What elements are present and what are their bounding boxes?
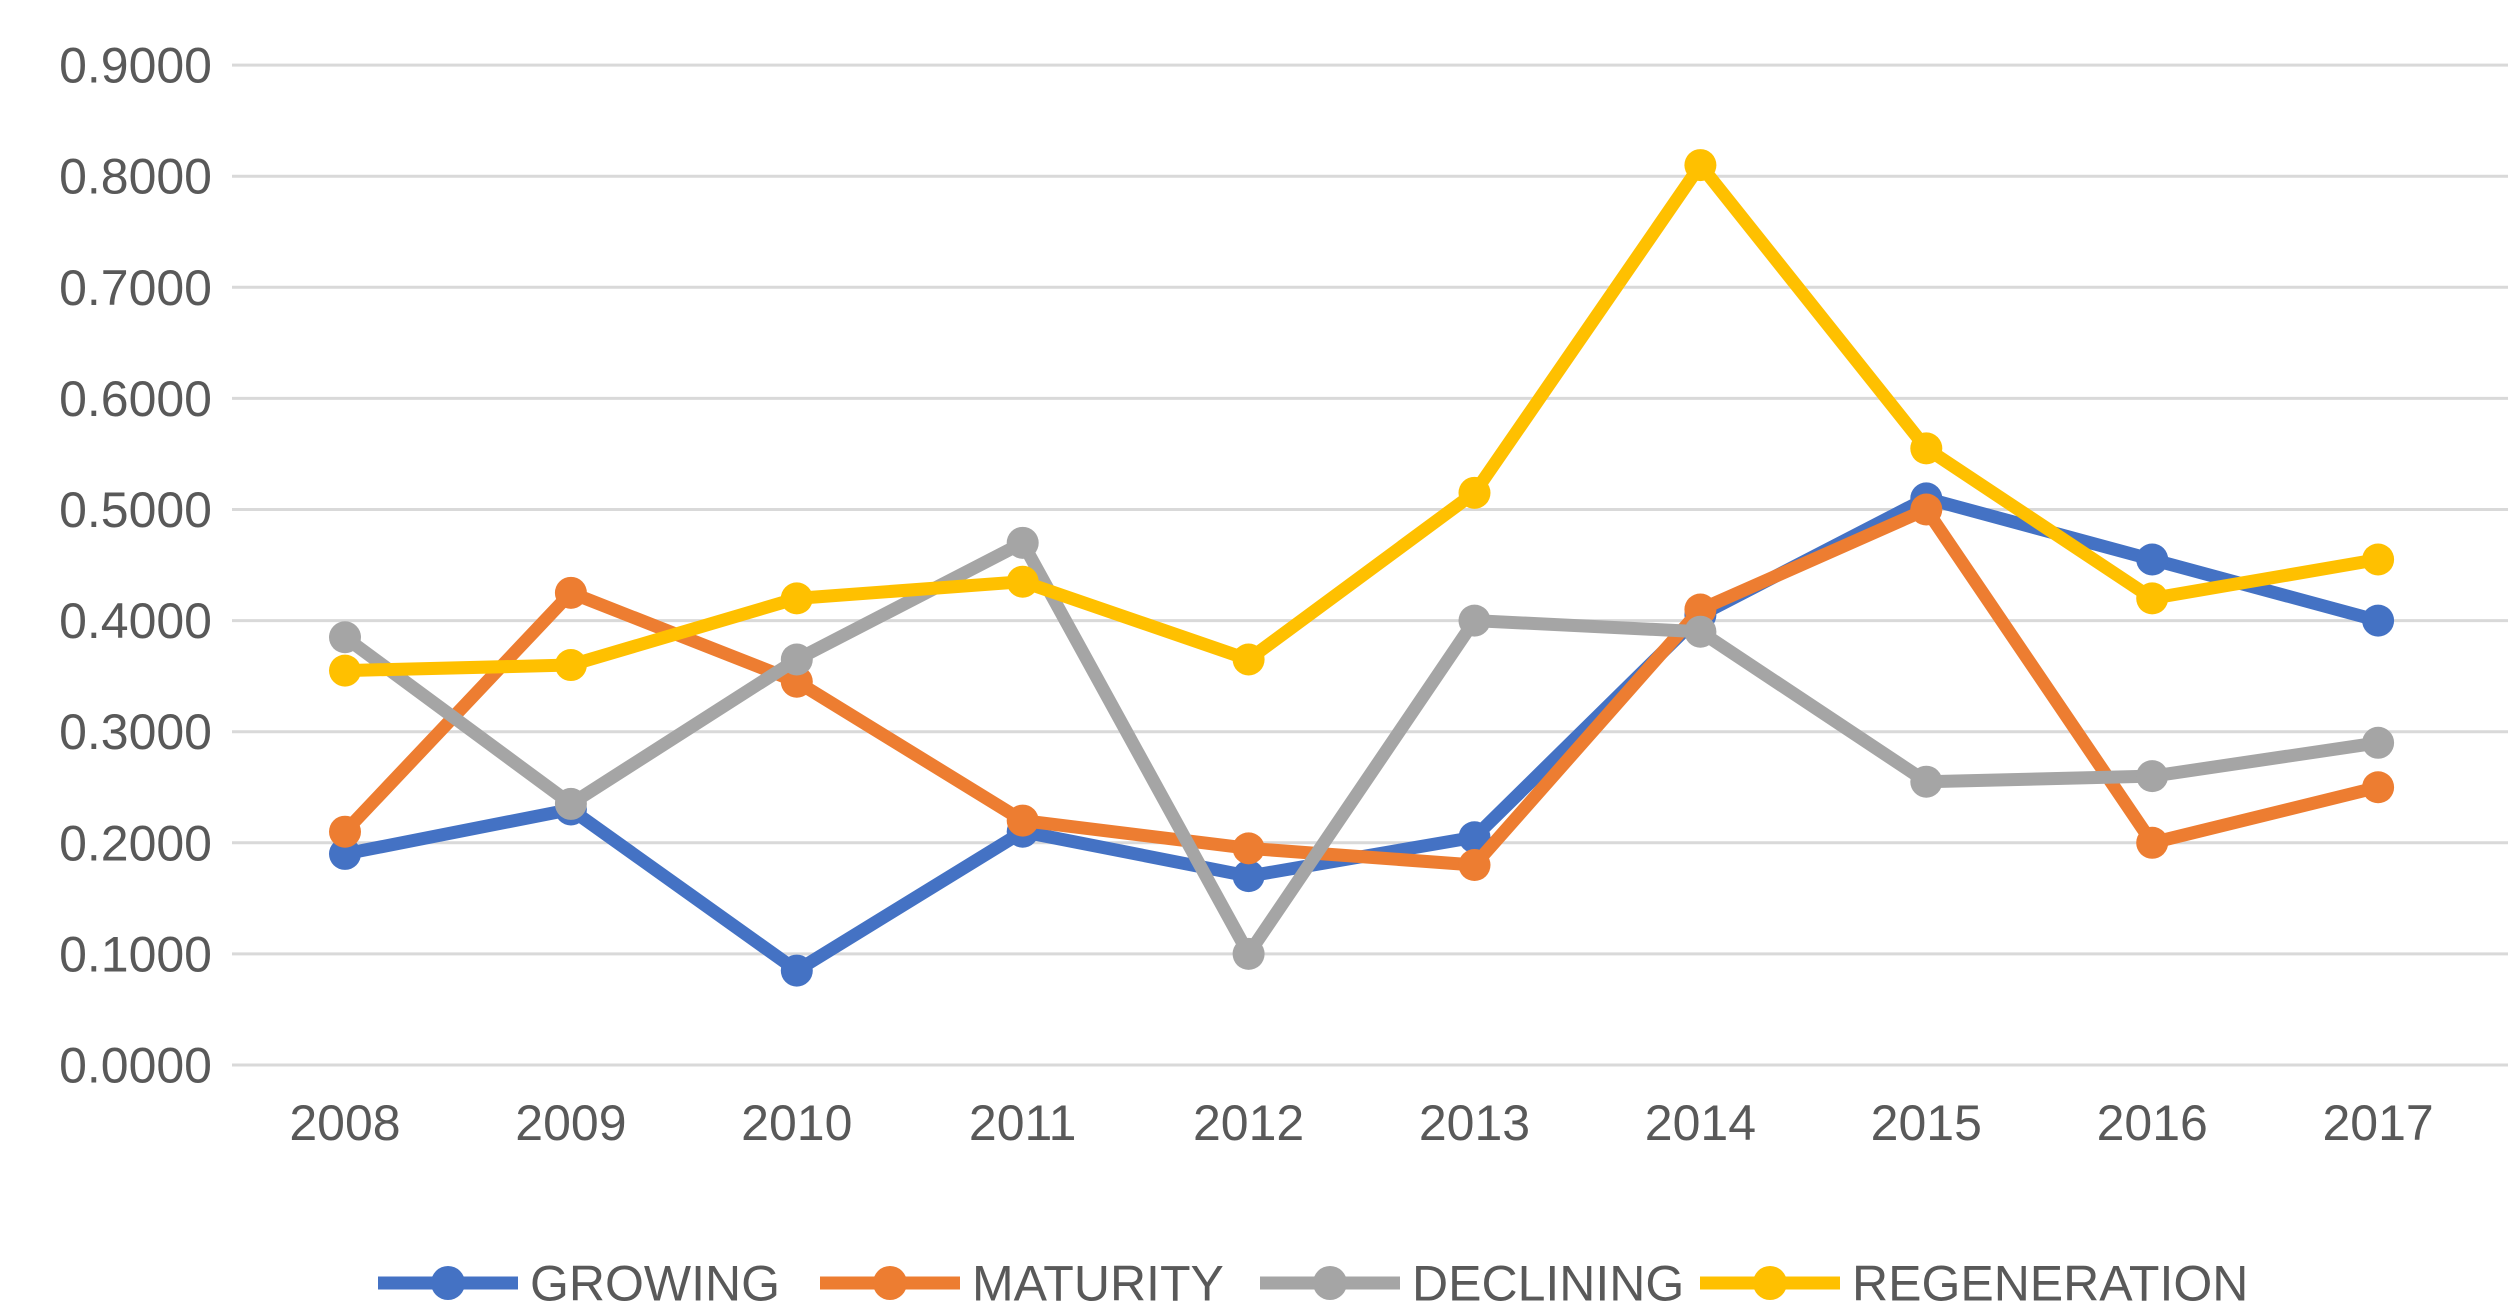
x-axis-tick-labels: 2008 2009 2010 2011 2012 2013 2014 2015 2016 2017	[289, 1095, 2433, 1151]
x-tick-label: 2016	[2097, 1095, 2208, 1151]
data-point-declining-2010	[780, 643, 813, 676]
x-tick-label: 2010	[741, 1095, 852, 1151]
x-tick-label: 2012	[1193, 1095, 1304, 1151]
series-declining	[329, 526, 2395, 970]
x-tick-label: 2008	[289, 1095, 400, 1151]
legend-label: REGENERATION	[1852, 1256, 2248, 1312]
y-tick-label: 0.0000	[59, 1038, 212, 1094]
y-tick-label: 0.1000	[59, 926, 212, 982]
data-point-growing-2012	[1232, 860, 1265, 893]
series-line-regeneration	[338, 158, 2385, 678]
legend-item-regeneration: REGENERATION	[1700, 1256, 2248, 1312]
x-tick-label: 2017	[2322, 1095, 2433, 1151]
y-tick-label: 0.6000	[59, 371, 212, 427]
x-tick-label: 2009	[515, 1095, 626, 1151]
data-point-regeneration-2014	[1684, 149, 1717, 182]
legend-marker-dot	[1313, 1266, 1347, 1300]
y-tick-label: 0.8000	[59, 149, 212, 205]
data-point-declining-2013	[1458, 604, 1491, 637]
y-tick-label: 0.9000	[59, 38, 212, 94]
data-point-maturity-2008	[329, 815, 361, 848]
legend-item-declining: DECLINING	[1260, 1256, 1684, 1312]
data-point-maturity-2015	[1910, 493, 1943, 526]
series-line-declining	[338, 536, 2385, 961]
data-point-growing-2017	[2362, 604, 2395, 637]
data-point-growing-2010	[780, 954, 813, 987]
y-tick-label: 0.4000	[59, 593, 212, 649]
data-point-regeneration-2013	[1458, 476, 1491, 509]
y-tick-label: 0.2000	[59, 815, 212, 871]
legend-marker-dot	[873, 1266, 907, 1300]
data-point-declining-2017	[2362, 726, 2395, 759]
data-point-regeneration-2008	[329, 654, 361, 687]
data-point-regeneration-2017	[2362, 543, 2395, 576]
data-point-declining-2009	[554, 787, 587, 820]
data-point-declining-2008	[329, 621, 361, 654]
legend-label: GROWING	[530, 1256, 780, 1312]
legend-label: MATURITY	[972, 1256, 1224, 1312]
legend: GROWING MATURITY DECLINING REGENERATION	[378, 1256, 2248, 1312]
data-point-growing-2013	[1458, 821, 1491, 854]
x-tick-label: 2015	[1871, 1095, 1982, 1151]
x-tick-label: 2011	[969, 1095, 1077, 1151]
legend-marker-dot	[431, 1266, 465, 1300]
data-point-declining-2012	[1232, 937, 1265, 970]
data-point-maturity-2016	[2136, 826, 2169, 859]
data-point-growing-2016	[2136, 543, 2169, 576]
y-axis-tick-labels: 0.0000 0.1000 0.2000 0.3000 0.4000 0.5000 0.60…	[59, 38, 212, 1094]
x-tick-label: 2014	[1645, 1095, 1756, 1151]
data-point-declining-2015	[1910, 765, 1943, 798]
data-point-growing-2008	[329, 837, 361, 870]
data-point-maturity-2010	[780, 665, 813, 698]
data-point-maturity-2012	[1232, 832, 1265, 865]
data-point-regeneration-2016	[2136, 582, 2169, 615]
data-point-regeneration-2015	[1910, 432, 1943, 465]
data-point-regeneration-2012	[1232, 643, 1265, 676]
data-point-regeneration-2011	[1006, 565, 1039, 598]
legend-label: DECLINING	[1412, 1256, 1684, 1312]
data-point-regeneration-2010	[780, 582, 813, 615]
data-point-maturity-2013	[1458, 849, 1491, 882]
data-point-maturity-2011	[1006, 804, 1039, 837]
series-regeneration	[329, 149, 2395, 687]
legend-item-growing: GROWING	[378, 1256, 780, 1312]
data-point-declining-2011	[1006, 526, 1039, 559]
data-point-declining-2016	[2136, 760, 2169, 793]
y-tick-label: 0.5000	[59, 482, 212, 538]
data-point-declining-2014	[1684, 615, 1717, 648]
data-point-maturity-2017	[2362, 771, 2395, 804]
legend-item-maturity: MATURITY	[820, 1256, 1224, 1312]
y-tick-label: 0.3000	[59, 704, 212, 760]
data-point-maturity-2009	[554, 576, 587, 609]
y-tick-label: 0.7000	[59, 260, 212, 316]
data-point-regeneration-2009	[554, 649, 587, 682]
data-point-maturity-2014	[1684, 593, 1717, 626]
x-tick-label: 2013	[1419, 1095, 1530, 1151]
legend-marker-dot	[1753, 1266, 1787, 1300]
